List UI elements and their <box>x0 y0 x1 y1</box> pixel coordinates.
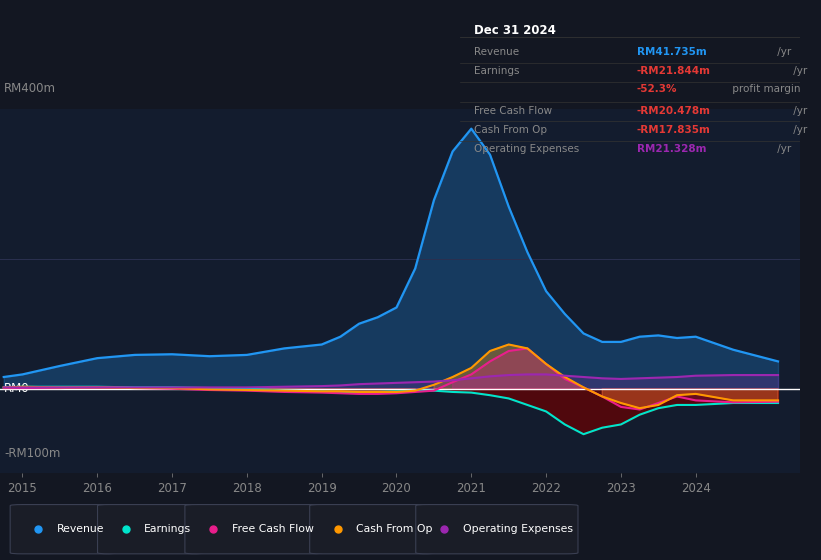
Text: RM41.735m: RM41.735m <box>637 47 707 57</box>
Text: Operating Expenses: Operating Expenses <box>474 144 579 155</box>
Text: /yr: /yr <box>774 144 791 155</box>
FancyBboxPatch shape <box>310 505 434 554</box>
Text: Cash From Op: Cash From Op <box>356 524 433 534</box>
FancyBboxPatch shape <box>98 505 204 554</box>
Text: Earnings: Earnings <box>144 524 191 534</box>
FancyBboxPatch shape <box>415 505 578 554</box>
Text: RM21.328m: RM21.328m <box>637 144 706 155</box>
Text: /yr: /yr <box>790 125 807 135</box>
Text: /yr: /yr <box>774 47 791 57</box>
Text: Operating Expenses: Operating Expenses <box>462 524 572 534</box>
Text: -RM17.835m: -RM17.835m <box>637 125 711 135</box>
Text: Earnings: Earnings <box>474 67 519 77</box>
Text: -RM21.844m: -RM21.844m <box>637 67 711 77</box>
Text: RM400m: RM400m <box>4 82 56 95</box>
Text: -RM20.478m: -RM20.478m <box>637 105 711 115</box>
Text: -RM100m: -RM100m <box>4 447 61 460</box>
Text: Free Cash Flow: Free Cash Flow <box>474 105 552 115</box>
Text: Revenue: Revenue <box>57 524 104 534</box>
Text: profit margin: profit margin <box>728 85 800 95</box>
Text: RM0: RM0 <box>4 382 30 395</box>
Text: Dec 31 2024: Dec 31 2024 <box>474 24 556 36</box>
Text: Revenue: Revenue <box>474 47 519 57</box>
FancyBboxPatch shape <box>185 505 322 554</box>
FancyBboxPatch shape <box>10 505 117 554</box>
Text: /yr: /yr <box>790 67 807 77</box>
Text: Free Cash Flow: Free Cash Flow <box>232 524 314 534</box>
Text: /yr: /yr <box>790 105 807 115</box>
Text: Cash From Op: Cash From Op <box>474 125 547 135</box>
Text: -52.3%: -52.3% <box>637 85 677 95</box>
